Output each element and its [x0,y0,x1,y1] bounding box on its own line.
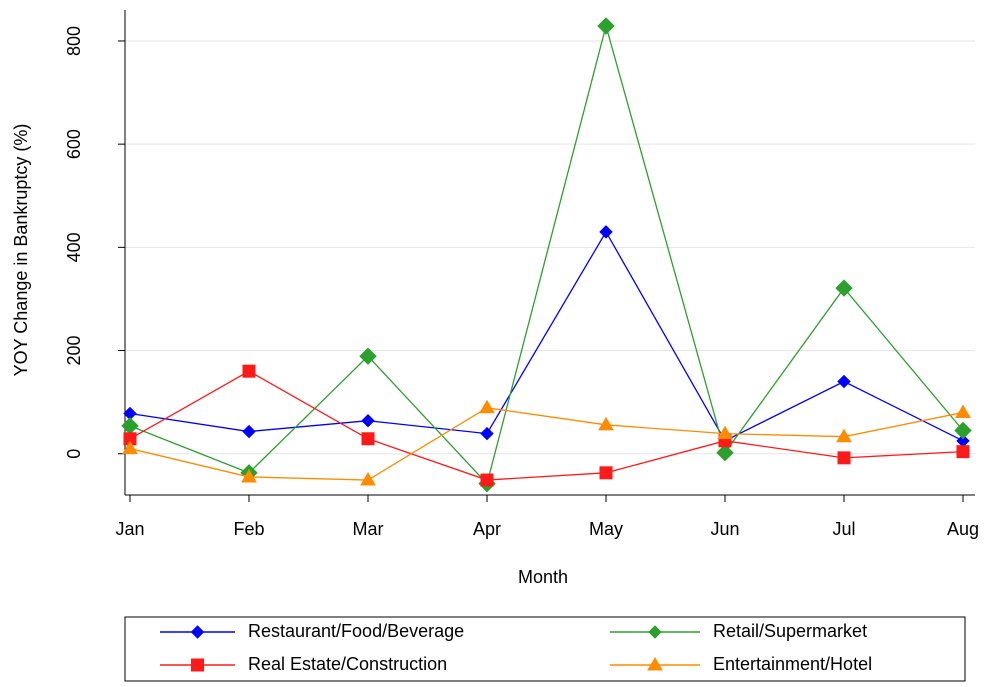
point [242,424,256,439]
point [835,279,853,297]
x-tick-label: Jul [832,519,855,539]
point [361,413,375,428]
y-tick-label: 200 [64,336,84,366]
point [954,421,972,440]
x-tick-label: Feb [233,519,264,539]
legend-marker [190,625,205,639]
y-axis-title: YOY Change in Bankruptcy (%) [11,124,31,377]
x-axis-title: Month [518,567,568,587]
x-tick-label: Aug [947,519,979,539]
point [242,364,256,378]
legend-box [124,616,966,682]
series-line [129,370,964,481]
point [598,416,614,431]
point [121,417,139,435]
point [361,432,375,446]
point [241,468,257,483]
point [480,426,494,441]
x-tick-label: May [589,519,623,539]
series-line [129,230,964,442]
legend-marker [191,658,204,672]
point [122,440,138,455]
series-line [129,407,964,481]
x-tick-label: Jan [115,519,144,539]
point [836,428,852,443]
point [716,443,734,462]
series-line [129,23,964,485]
legend-marker [648,625,662,639]
legend-marker [647,657,663,671]
point [480,473,494,487]
point [597,17,615,35]
x-tick-label: Apr [473,519,501,539]
point [599,225,613,239]
point [360,472,376,486]
legend-label: Restaurant/Food/Beverage [248,621,464,641]
point [955,404,971,418]
point [599,466,613,480]
legend-label: Entertainment/Hotel [713,654,872,674]
point [837,374,851,389]
legend-label: Real Estate/Construction [248,654,447,674]
legend-label: Retail/Supermarket [713,621,867,641]
point [359,347,377,365]
y-tick-label: 400 [64,232,84,262]
x-tick-label: Mar [353,519,384,539]
point [717,425,733,440]
point [956,445,970,459]
y-tick-label: 600 [64,129,84,159]
point [479,399,495,414]
x-tick-label: Jun [710,519,739,539]
point [837,451,851,465]
y-tick-label: 800 [64,26,84,56]
y-tick-label: 0 [64,449,84,459]
